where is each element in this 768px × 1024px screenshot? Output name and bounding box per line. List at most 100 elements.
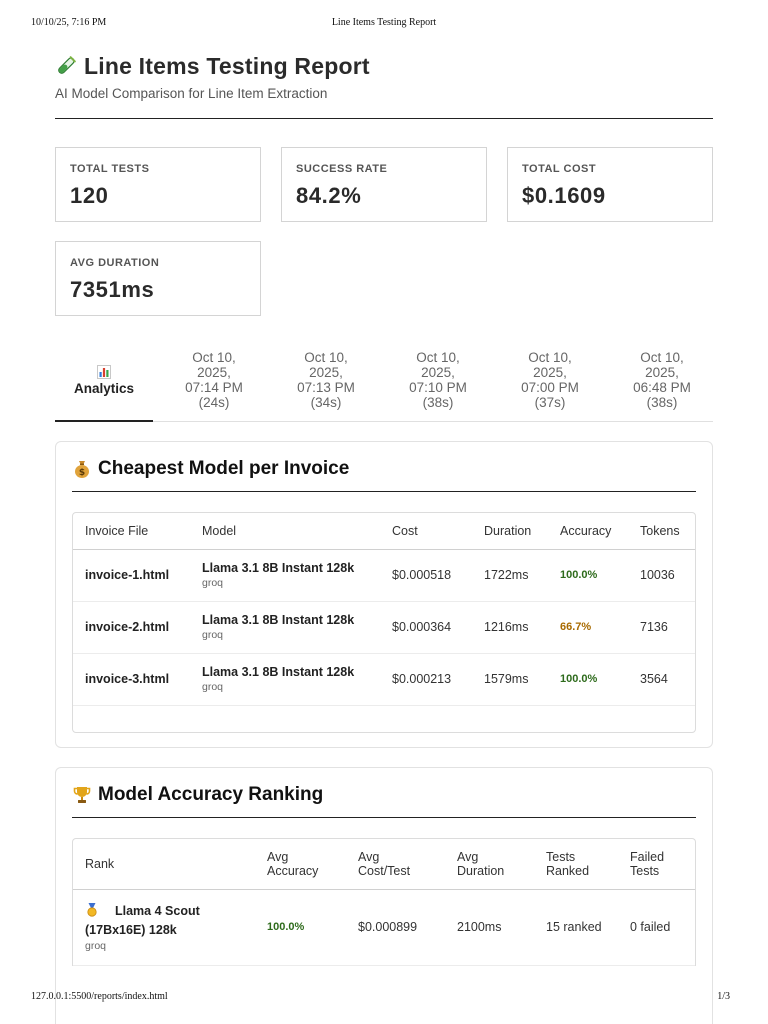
model-provider: groq [202, 577, 224, 589]
tokens-cell: 3564 [628, 653, 695, 706]
print-header: 10/10/25, 7:16 PM Line Items Testing Rep… [31, 17, 737, 31]
stat-card-total-cost: TOTAL COST $0.1609 [507, 147, 713, 222]
tab-line: (37s) [534, 395, 566, 410]
print-page-number: 1/3 [717, 991, 730, 1002]
tab-run[interactable]: Oct 10, 2025, 06:48 PM (38s) [607, 344, 717, 422]
column-header: Model [190, 513, 380, 550]
cost-cell: $0.000899 [346, 889, 445, 966]
ranking-table: Rank Avg Accuracy Avg Cost/Test Avg Duratio… [72, 838, 696, 966]
tab-line: Oct 10, [416, 350, 460, 365]
model-provider: groq [85, 940, 107, 952]
stat-label: TOTAL TESTS [70, 163, 150, 175]
header-line: Tests [630, 863, 660, 878]
tab-run[interactable]: Oct 10, 2025, 07:13 PM (34s) [271, 344, 381, 422]
stat-value: 84.2% [296, 183, 362, 208]
svg-text:$: $ [79, 468, 85, 478]
section-divider [72, 491, 696, 492]
stats-grid: TOTAL TESTS 120 SUCCESS RATE 84.2% TOTAL… [55, 147, 713, 317]
section-heading: $ Cheapest Model per Invoice [72, 456, 696, 482]
duration-cell: 2100ms [445, 889, 534, 966]
accuracy-cell: 100.0% [548, 653, 628, 706]
money-bag-icon: $ [72, 459, 92, 479]
print-footer: 127.0.0.1:5500/reports/index.html 1/3 [31, 991, 737, 1005]
duration-cell: 1216ms [472, 601, 548, 654]
tab-line: 2025, [645, 365, 679, 380]
table-row: invoice-1.html Llama 3.1 8B Instant 128k… [73, 549, 695, 602]
table-row: Llama 4 Scout (17Bx16E) 128k groq 100.0%… [73, 889, 695, 966]
column-header: Accuracy [548, 513, 628, 550]
tab-label: Analytics [73, 381, 135, 396]
header-line: Rank [85, 856, 115, 871]
stat-value: 7351ms [70, 277, 155, 302]
header-line: Avg [267, 849, 289, 864]
stat-label: TOTAL COST [522, 163, 597, 175]
tab-line: 2025, [533, 365, 567, 380]
tab-run[interactable]: Oct 10, 2025, 07:14 PM (24s) [159, 344, 269, 422]
section-title: Cheapest Model per Invoice [98, 458, 350, 479]
column-header: Invoice File [73, 513, 190, 550]
tab-run[interactable]: Oct 10, 2025, 07:00 PM (37s) [495, 344, 605, 422]
page-title: Line Items Testing Report [84, 52, 370, 79]
tab-line: 06:48 PM [633, 380, 691, 395]
column-header: Avg Duration [445, 839, 534, 890]
cheapest-model-section: $ Cheapest Model per Invoice Invoice Fil… [55, 441, 713, 748]
section-heading: Model Accuracy Ranking [72, 782, 696, 808]
cost-cell: $0.000518 [380, 549, 472, 602]
model-cell: Llama 3.1 8B Instant 128k groq [190, 653, 380, 706]
header-line: Cost/Test [358, 863, 411, 878]
tokens-cell: 10036 [628, 549, 695, 602]
table-header-row: Invoice File Model Cost Duration Accurac… [73, 513, 695, 550]
column-header: Duration [472, 513, 548, 550]
bar-chart-icon [97, 365, 111, 379]
model-name: Llama 3.1 8B Instant 128k [202, 561, 355, 575]
stat-value: $0.1609 [522, 183, 606, 208]
header-line: Avg [457, 849, 479, 864]
table-header-row: Rank Avg Accuracy Avg Cost/Test Avg Duratio… [73, 839, 695, 890]
header-line: Tests [546, 849, 576, 864]
model-provider: groq [202, 681, 224, 693]
tab-analytics[interactable]: Analytics [55, 344, 153, 422]
tab-line: Oct 10, [192, 350, 236, 365]
empty-cell [73, 705, 695, 732]
header-line: Ranked [546, 863, 590, 878]
tab-line: (38s) [422, 395, 454, 410]
cost-cell: $0.000213 [380, 653, 472, 706]
invoice-file: invoice-3.html [73, 653, 190, 706]
table-empty-row [73, 705, 695, 732]
tab-line: 07:13 PM [297, 380, 355, 395]
stat-value: 120 [70, 183, 109, 208]
stat-label: AVG DURATION [70, 257, 160, 269]
gold-medal-icon [85, 902, 99, 917]
accuracy-cell: 100.0% [548, 549, 628, 602]
invoice-file: invoice-2.html [73, 601, 190, 654]
accuracy-ranking-section: Model Accuracy Ranking Rank Avg Accuracy … [55, 767, 713, 1024]
header-line: Failed [630, 849, 665, 864]
tab-line: Oct 10, [528, 350, 572, 365]
column-header: Avg Accuracy [255, 839, 346, 890]
accuracy-cell: 100.0% [255, 889, 346, 966]
tab-run[interactable]: Oct 10, 2025, 07:10 PM (38s) [383, 344, 493, 422]
page-subtitle: AI Model Comparison for Line Item Extrac… [55, 86, 328, 101]
stat-label: SUCCESS RATE [296, 163, 388, 175]
table-row: invoice-2.html Llama 3.1 8B Instant 128k… [73, 601, 695, 654]
tab-line: 2025, [421, 365, 455, 380]
title-row: Line Items Testing Report [55, 50, 713, 82]
header-line: Accuracy [267, 863, 319, 878]
tab-line: 07:14 PM [185, 380, 243, 395]
section-divider [72, 817, 696, 818]
model-name: Llama 3.1 8B Instant 128k [202, 613, 355, 627]
trophy-icon [72, 785, 92, 805]
print-datetime: 10/10/25, 7:16 PM [31, 17, 107, 28]
tab-line: Oct 10, [304, 350, 348, 365]
tokens-cell: 7136 [628, 601, 695, 654]
section-title: Model Accuracy Ranking [98, 784, 324, 805]
header-line: Avg [358, 849, 380, 864]
tab-line: 2025, [197, 365, 231, 380]
column-header: Failed Tests [618, 839, 695, 890]
model-cell: Llama 3.1 8B Instant 128k groq [190, 549, 380, 602]
header-line: Duration [457, 863, 505, 878]
model-cell: Llama 3.1 8B Instant 128k groq [190, 601, 380, 654]
invoice-file: invoice-1.html [73, 549, 190, 602]
report-page: Line Items Testing Report AI Model Compa… [55, 50, 713, 1024]
column-header: Avg Cost/Test [346, 839, 445, 890]
